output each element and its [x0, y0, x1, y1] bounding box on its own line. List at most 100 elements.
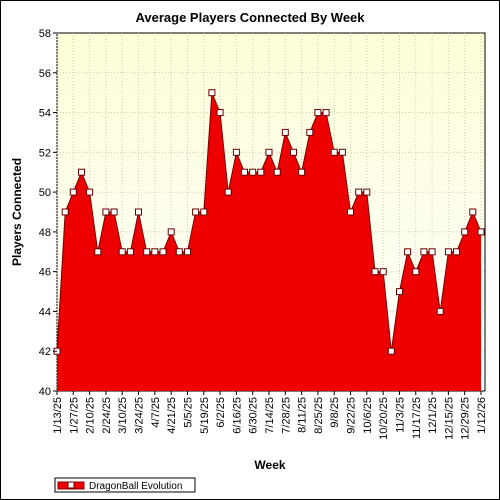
data-point — [265, 148, 273, 156]
legend-marker — [67, 481, 75, 489]
data-point — [428, 248, 436, 256]
data-point — [355, 188, 363, 196]
data-point — [338, 148, 346, 156]
x-tick-label: 11/17/25 — [411, 397, 423, 439]
data-point — [347, 208, 354, 216]
y-tick-label: 58 — [39, 28, 51, 40]
x-tick-label: 7/28/25 — [280, 397, 292, 434]
data-point — [94, 248, 102, 256]
y-tick-label: 44 — [39, 306, 51, 318]
y-tick-label: 42 — [39, 346, 51, 358]
data-point — [257, 168, 265, 176]
x-tick-label: 11/3/25 — [394, 397, 406, 433]
data-point — [61, 208, 69, 216]
data-point — [110, 208, 118, 216]
y-tick-label: 56 — [39, 68, 51, 80]
x-tick-label: 1/13/25 — [52, 397, 64, 434]
x-tick-label: 1/12/26 — [476, 397, 488, 434]
x-tick-label: 8/25/25 — [313, 397, 325, 434]
data-point — [290, 148, 297, 156]
data-point — [298, 168, 306, 176]
series-area-fill — [57, 92, 481, 391]
x-tick-label: 3/10/25 — [117, 397, 129, 434]
data-point — [412, 268, 420, 276]
x-tick-label: 6/16/25 — [231, 397, 243, 434]
y-tick-label: 50 — [39, 187, 51, 199]
data-point — [371, 268, 379, 276]
data-point — [69, 188, 77, 196]
x-tick-label: 1/27/25 — [68, 397, 80, 434]
x-tick-label: 7/14/25 — [264, 397, 276, 434]
legend-label: DragonBall Evolution — [89, 481, 182, 492]
data-point — [444, 248, 452, 256]
legend-box — [54, 477, 196, 493]
data-point — [118, 248, 126, 256]
x-tick-label: 12/15/25 — [443, 397, 455, 440]
x-tick-label: 6/2/25 — [215, 397, 227, 428]
data-point — [379, 268, 387, 276]
x-tick-label: 9/22/25 — [346, 397, 358, 434]
x-tick-label: 4/21/25 — [166, 397, 178, 434]
x-tick-label: 12/1/25 — [427, 397, 439, 434]
data-point — [314, 109, 322, 117]
x-tick-label: 10/20/25 — [378, 397, 390, 440]
data-point — [208, 89, 216, 97]
data-point — [453, 248, 460, 256]
data-point — [216, 109, 224, 117]
data-point — [151, 248, 159, 256]
data-point — [461, 228, 469, 236]
data-point — [363, 188, 371, 196]
x-axis-label: Week — [254, 458, 285, 472]
data-point — [78, 168, 85, 176]
x-tick-label: 9/8/25 — [329, 397, 341, 428]
data-point — [436, 307, 444, 315]
x-axis-ticks: 1/13/25 1/27/25 2/10/25 2/24/25 3/10/25 3/24/… — [52, 391, 488, 440]
x-tick-label: 6/30/25 — [248, 397, 260, 434]
x-tick-label: 2/24/25 — [101, 397, 113, 434]
data-point — [167, 228, 175, 236]
y-tick-label: 40 — [39, 386, 51, 398]
data-point — [175, 248, 183, 256]
x-tick-label: 4/7/25 — [150, 397, 162, 428]
data-point — [241, 168, 248, 176]
data-point — [224, 188, 232, 196]
data-point — [477, 228, 485, 236]
data-point — [273, 168, 281, 176]
x-tick-label: 8/11/25 — [297, 397, 309, 433]
data-point — [232, 148, 240, 156]
data-point — [126, 248, 134, 256]
data-point — [469, 208, 477, 216]
y-tick-label: 46 — [39, 267, 51, 279]
data-point — [184, 248, 191, 256]
data-point — [387, 347, 395, 355]
x-tick-label: 5/5/25 — [182, 397, 194, 428]
data-point — [200, 208, 208, 216]
data-point — [306, 128, 314, 136]
x-tick-label: 5/19/25 — [199, 397, 211, 434]
data-point — [86, 188, 94, 196]
data-point — [396, 288, 403, 296]
data-point — [192, 208, 200, 216]
data-point — [249, 168, 257, 176]
legend: DragonBall Evolution — [54, 477, 196, 493]
data-point — [143, 248, 151, 256]
data-point — [135, 208, 142, 216]
data-point — [102, 208, 110, 216]
x-tick-label: 10/6/25 — [362, 397, 374, 434]
x-tick-label: 12/29/25 — [460, 397, 472, 440]
y-tick-label: 48 — [39, 227, 51, 239]
y-tick-label: 54 — [39, 108, 51, 120]
x-tick-label: 3/24/25 — [134, 397, 146, 434]
x-tick-label: 2/10/25 — [85, 397, 97, 434]
data-point — [420, 248, 428, 256]
y-tick-label: 52 — [39, 147, 51, 159]
data-point — [281, 128, 289, 136]
chart-title: Average Players Connected By Week — [135, 10, 365, 25]
y-axis-ticks: 40 42 44 46 48 50 52 54 56 58 — [39, 28, 57, 398]
data-point — [330, 148, 338, 156]
data-point — [322, 109, 330, 117]
data-point — [159, 248, 167, 256]
data-point — [404, 248, 412, 256]
y-axis-label: Players Connected — [10, 158, 24, 266]
